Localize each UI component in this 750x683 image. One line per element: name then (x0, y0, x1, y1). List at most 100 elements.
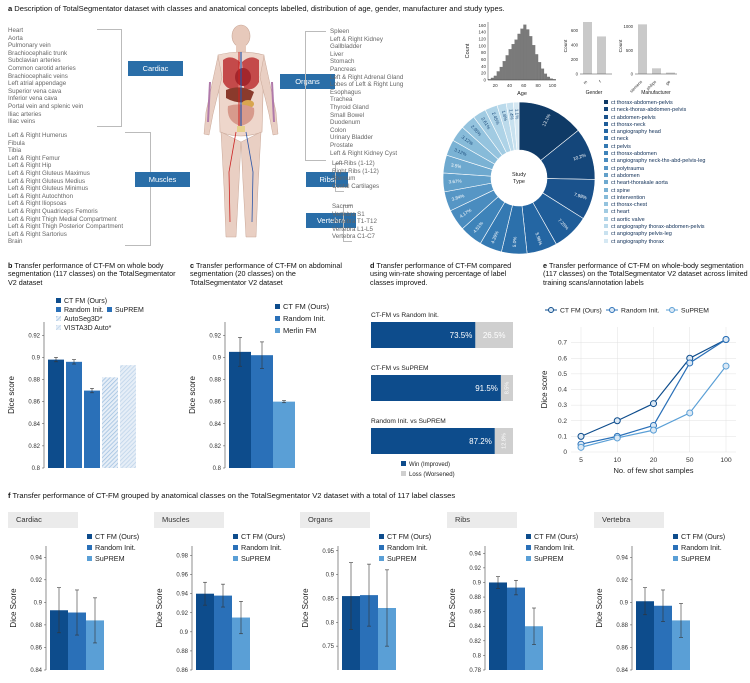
panel-f-ytick: 0.92 (469, 566, 481, 572)
panel-f-ytick: 0.84 (469, 624, 481, 630)
panel-d-loss-bar (494, 428, 513, 454)
legend-entry: ct thorax-neck (604, 121, 705, 129)
vertebra-bracket (343, 205, 352, 242)
legend-swatch (604, 129, 608, 134)
age-bin (493, 75, 497, 81)
manufacturer-ytick: 1000 (623, 24, 633, 29)
panel-f-legend-label: Random Init. (95, 543, 136, 552)
panel-f-ytick: 0.75 (322, 644, 334, 650)
panel-f-legend-label: SuPREM (241, 554, 271, 563)
age-bin (514, 39, 518, 81)
panel-f-legend-label: Random Init. (241, 543, 282, 552)
age-bin (523, 24, 527, 81)
panel-f-legend-swatch (87, 545, 92, 550)
ribs-item: Right Ribs (1-12) (332, 167, 379, 175)
panel-c-ytick: 0.8 (213, 466, 222, 472)
panel-f-chart-muscles: 0.86 0.88 0.9 0.92 0.94 0.96 0.98 Dice Score CT … (155, 532, 285, 674)
panel-f-bar (489, 582, 507, 670)
panel-f-bar (507, 587, 525, 670)
panel-f-ytick: 0.8 (326, 620, 335, 626)
legend-entry: ct heart-thorakale aorta (604, 180, 705, 187)
gender-xtick: f (598, 79, 603, 84)
panel-f-legend-swatch (526, 556, 531, 561)
panel-b-legend-label: AutoSeg3D* (64, 316, 103, 323)
panel-e-xlabel: No. of few shot samples (613, 466, 693, 475)
age-xtick: 40 (507, 83, 513, 88)
panel-f-legend-label: SuPREM (95, 554, 125, 563)
panel-f-ytick: 0.96 (176, 573, 188, 579)
gender-xtick: m (582, 79, 588, 85)
panel-d-legend-swatch (401, 471, 406, 476)
panel-e-legend-label: Random Init. (621, 308, 660, 315)
legend-entry: ct angiography thorax (604, 238, 705, 246)
panel-c-bar (229, 351, 251, 468)
panel-f-legend-label: CT FM (Ours) (95, 532, 139, 541)
panel-f-ytick: 0.92 (616, 578, 628, 584)
organs-item: Small Bowel (330, 111, 365, 119)
panel-f-legend-swatch (673, 545, 678, 550)
cardiac-item: Left atrial appendage (8, 80, 67, 88)
cardiac-item: Portal vein and splenic vein (8, 102, 84, 110)
legend-swatch (604, 107, 608, 112)
legend-swatch (604, 209, 608, 214)
gender-bar-chart: 0 200 400 600 Count m f Gender (563, 22, 612, 96)
panel-e-xtick: 20 (650, 457, 658, 464)
age-bin (517, 33, 521, 81)
legend-label: ct heart-thorakale aorta (611, 180, 668, 187)
panel-c-legend-label: Random Init. (283, 314, 326, 323)
panel-f-bar (342, 596, 360, 670)
panel-b-legend-swatch (56, 325, 61, 330)
panel-c-legend-swatch (275, 328, 280, 333)
ribs-category-box: Ribs (306, 172, 348, 187)
legend-label: ct thorax-abdomen-pelvis (611, 100, 673, 106)
ribs-item: Sternum (332, 175, 356, 183)
panel-f-chart-vertebra: 0.84 0.86 0.88 0.9 0.92 0.94 Dice Score CT FM (… (595, 532, 725, 674)
panel-f-chart-cardiac: 0.84 0.86 0.88 0.9 0.92 0.94 Dice Score CT FM (… (9, 532, 139, 674)
panel-b-ytick: 0.8 (32, 466, 41, 472)
donut-pct-label: 13.1% (541, 113, 551, 127)
legend-swatch (604, 121, 608, 126)
legend-label: ct angiography neck-thx-abd-pelvis-leg (611, 158, 706, 165)
ribs-item: Left Ribs (1-12) (332, 160, 375, 167)
panel-e-ytick: 0.4 (558, 387, 567, 394)
manufacturer-xtick: ge (664, 79, 671, 86)
cardiac-item: Superior vena cava (8, 87, 62, 95)
legend-swatch (604, 136, 608, 141)
panel-f-legend-label: Random Init. (534, 543, 575, 552)
panel-f-legend-label: Random Init. (681, 543, 722, 552)
panel-f-bar (68, 612, 86, 670)
vertebra-item: Vertebra T1-T12 (332, 218, 377, 226)
panel-f-chart-ribs: 0.78 0.8 0.82 0.84 0.86 0.88 0.9 0.92 0.94 Dice S… (448, 532, 578, 674)
legend-label: ct angiography pelvis-leg (611, 231, 672, 238)
panel-f-legend-label: CT FM (Ours) (387, 532, 431, 541)
panel-f-legend-swatch (379, 534, 384, 539)
panel-c-legend-label: Merlin FM (283, 326, 316, 335)
panel-b-legend-label: VISTA3D Auto* (64, 325, 112, 332)
ribs-list: Left Ribs (1-12) Right Ribs (1-12) Sternum… (332, 160, 379, 190)
panel-f-ytick: 0.88 (469, 595, 481, 601)
cardiac-category-box: Cardiac (128, 61, 183, 76)
panel-d-loss-label: 12.8% (501, 433, 507, 449)
donut-pct-label: 4.39% (490, 230, 500, 244)
organs-item: Left & Right Kidney (330, 35, 383, 43)
panel-f-ytick: 0.9 (180, 630, 189, 636)
panel-f-ytick: 0.86 (616, 645, 628, 651)
panel-e-ytick: 0.3 (558, 402, 567, 409)
panel-c-ylabel: Dice score (188, 376, 197, 414)
panel-e-ytick: 0.2 (558, 418, 567, 425)
age-xtick: 20 (493, 83, 499, 88)
legend-swatch (604, 216, 608, 221)
panel-e-point (686, 409, 694, 417)
panel-f-legend-label: SuPREM (534, 554, 564, 563)
panel-c-ytick: 0.84 (209, 422, 221, 428)
legend-entry: ct angiography pelvis-leg (604, 231, 705, 238)
panel-b-ytick: 0.86 (28, 400, 40, 406)
age-bin (502, 61, 506, 81)
panel-d-win-bar (371, 375, 501, 401)
panel-c-title: c Transfer performance of CT-FM on abdomi… (190, 261, 342, 287)
panel-f-bar (360, 595, 378, 670)
age-xtick: 100 (549, 83, 557, 88)
panel-b-bar (66, 361, 82, 468)
manufacturer-xlabel: Manufacturer (641, 90, 671, 96)
panel-f-legend-swatch (87, 556, 92, 561)
